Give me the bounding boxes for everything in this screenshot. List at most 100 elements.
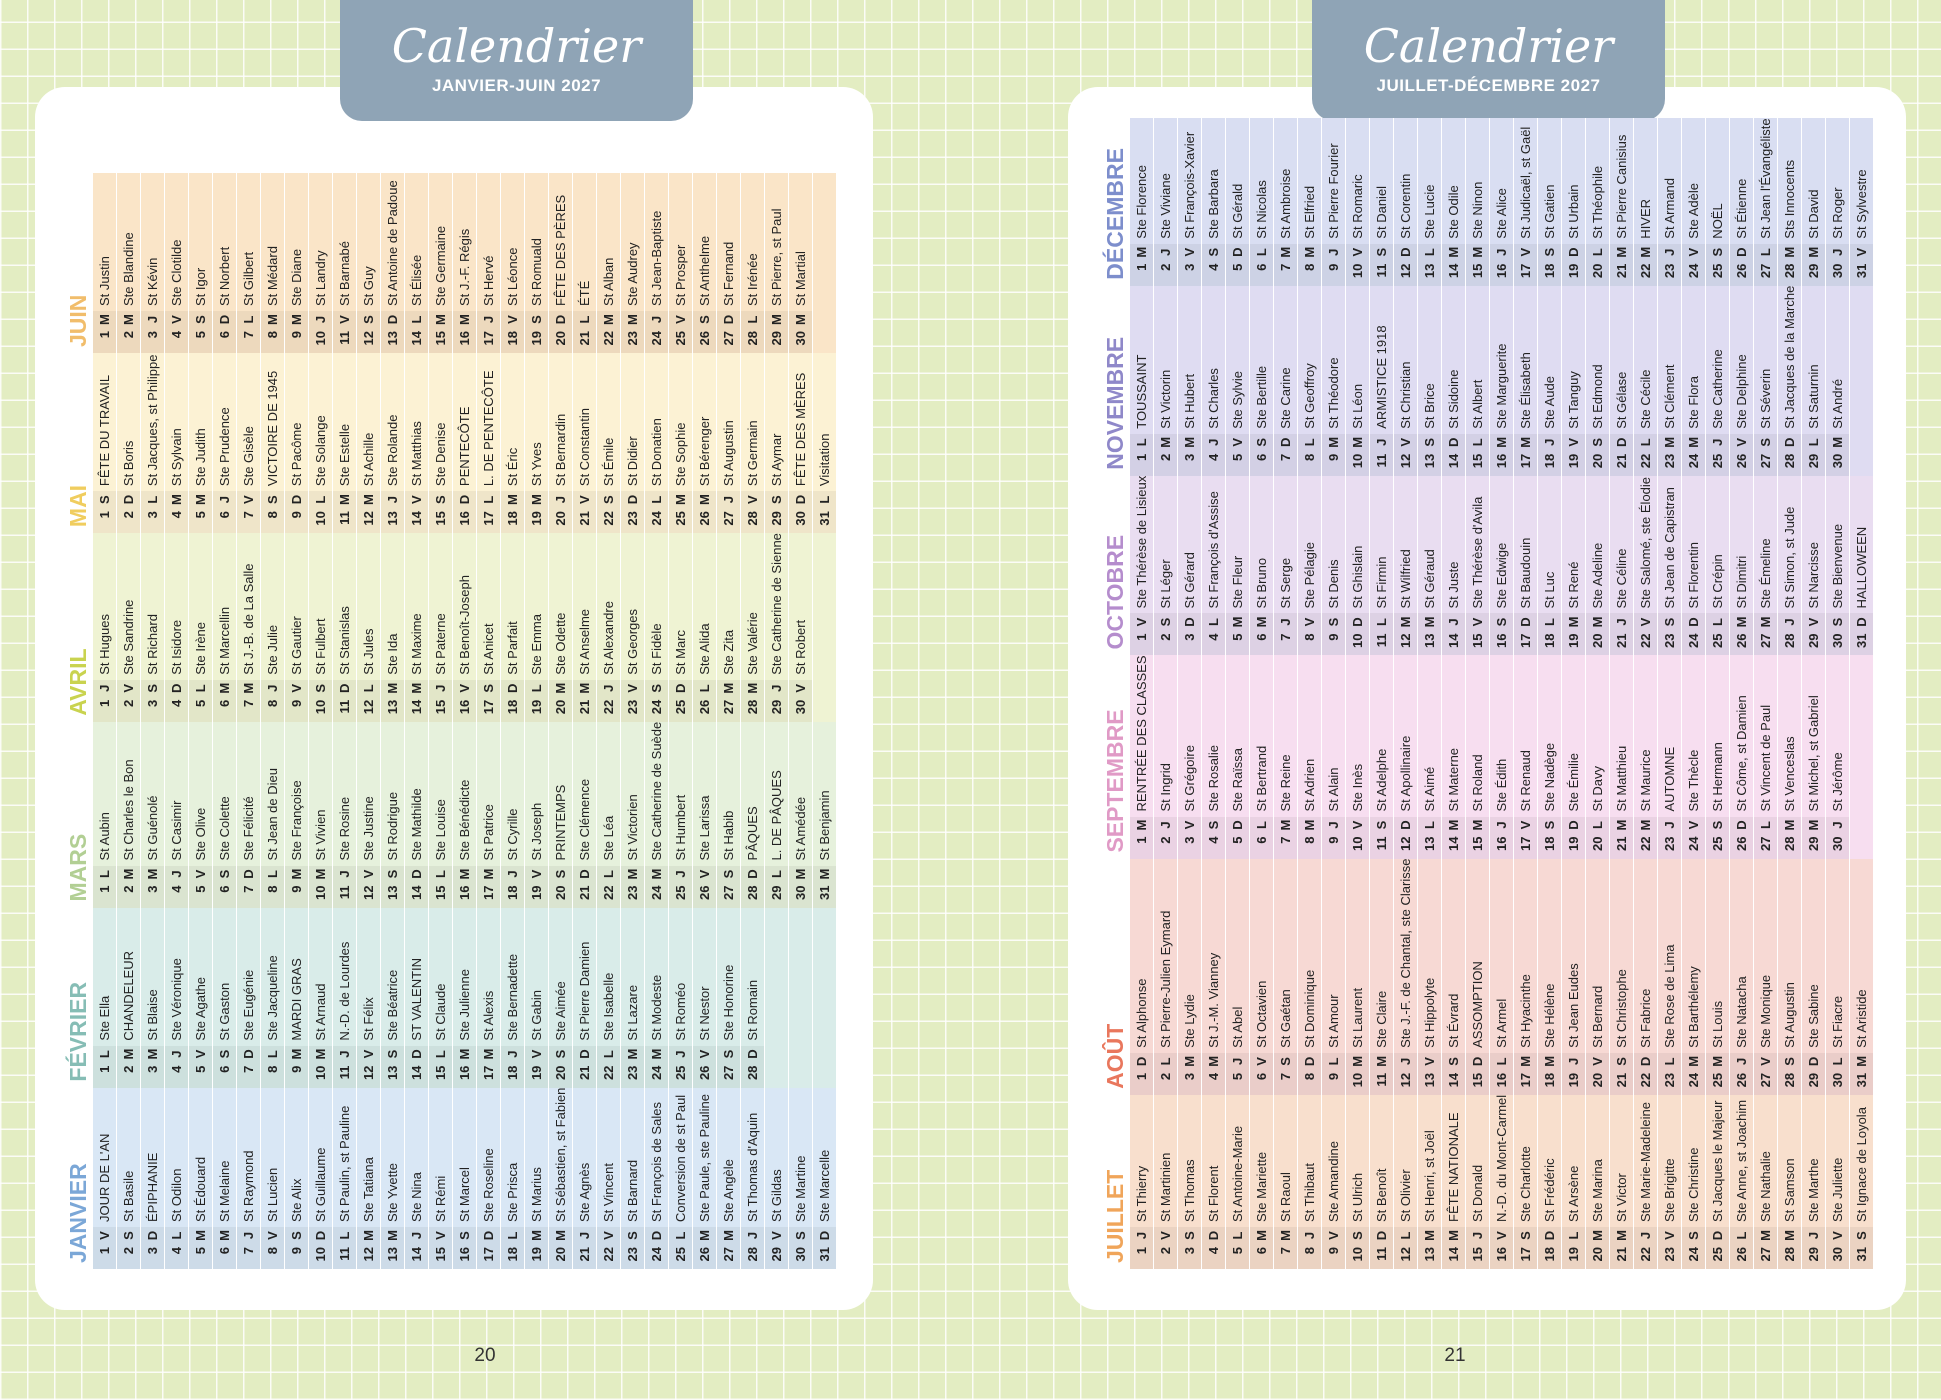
weekday: D bbox=[477, 1227, 500, 1244]
day-row: 9 S St Denis bbox=[1321, 475, 1345, 656]
weekday: L bbox=[1418, 243, 1441, 261]
saint-name: Ste Odile bbox=[1446, 185, 1461, 239]
day-number: 2 bbox=[117, 882, 140, 908]
day-row: 14 J St Juste bbox=[1441, 475, 1465, 656]
saint-name: St Sébastien, st Fabien bbox=[553, 1087, 568, 1222]
saint-name: St Victor bbox=[1614, 1173, 1629, 1222]
saint-name: St Florent bbox=[1206, 1165, 1221, 1222]
weekday: M bbox=[1514, 433, 1537, 451]
day-row: 25 M St Louis bbox=[1705, 858, 1729, 1095]
day-row: 21 D St Pierre Damien bbox=[572, 907, 596, 1088]
saint-name: St Pierre Damien bbox=[577, 941, 592, 1041]
weekday: L bbox=[525, 679, 548, 697]
day-number: 2 bbox=[1154, 630, 1177, 656]
day-row: 21 M St Matthieu bbox=[1609, 655, 1633, 859]
day-number: 26 bbox=[1730, 260, 1753, 286]
saint-name: St Charles bbox=[1206, 368, 1221, 429]
day-row: 20 V St Bernard bbox=[1585, 858, 1609, 1095]
day-number: 10 bbox=[309, 696, 332, 722]
day-number: 8 bbox=[261, 1062, 284, 1088]
weekday: J bbox=[381, 491, 404, 509]
saint-name: Ste Colette bbox=[217, 796, 232, 861]
weekday: D bbox=[621, 491, 644, 509]
day-number: 13 bbox=[381, 696, 404, 722]
weekday: V bbox=[453, 679, 476, 697]
day-row: 1 V JOUR DE L'AN bbox=[92, 1087, 116, 1269]
weekday: S bbox=[1706, 816, 1729, 834]
weekday: D bbox=[141, 1227, 164, 1244]
day-number: 7 bbox=[1274, 260, 1297, 286]
saint-name: St Boris bbox=[121, 440, 136, 487]
day-row: 31 S St Ignace de Loyola bbox=[1849, 1094, 1873, 1269]
saint-name: St Fulbert bbox=[313, 618, 328, 675]
day-row: 6 L St Nicolas bbox=[1249, 118, 1273, 286]
weekday: M bbox=[525, 491, 548, 509]
day-row: 7 J St Serge bbox=[1273, 475, 1297, 656]
saint-name: Ste Louise bbox=[433, 799, 448, 861]
weekday: M bbox=[453, 311, 476, 329]
weekday: M bbox=[1250, 613, 1273, 631]
day-row: 14 D Ste Mathilde bbox=[404, 721, 428, 908]
weekday: M bbox=[1130, 243, 1153, 261]
day-number: 22 bbox=[597, 508, 620, 534]
weekday: M bbox=[1490, 433, 1513, 451]
saint-name: Ste Inès bbox=[1350, 763, 1365, 812]
day-number: 16 bbox=[1490, 833, 1513, 859]
day-number: 4 bbox=[165, 696, 188, 722]
day-row: 19 L St Arsène bbox=[1561, 1094, 1585, 1269]
day-row: 15 M St Roland bbox=[1465, 655, 1489, 859]
day-number: 9 bbox=[285, 328, 308, 354]
day-number: 10 bbox=[1346, 630, 1369, 656]
day-number: 15 bbox=[429, 1062, 452, 1088]
day-number: 12 bbox=[1394, 630, 1417, 656]
weekday: S bbox=[1274, 1052, 1297, 1070]
day-number: 25 bbox=[669, 508, 692, 534]
weekday: M bbox=[1418, 613, 1441, 631]
saint-name: Ste Prisca bbox=[505, 1162, 520, 1222]
saint-name: St Saturnin bbox=[1806, 364, 1821, 429]
saint-name: Ste Mariette bbox=[1254, 1151, 1269, 1222]
day-row: 29 D Ste Sabine bbox=[1801, 858, 1825, 1095]
weekday: M bbox=[1442, 1227, 1465, 1244]
saint-name: St Basile bbox=[121, 1170, 136, 1222]
day-row: 21 M St Anselme bbox=[572, 533, 596, 722]
weekday: S bbox=[765, 491, 788, 509]
saint-name: St Gildas bbox=[769, 1169, 784, 1222]
day-number: 8 bbox=[261, 882, 284, 908]
weekday: S bbox=[693, 311, 716, 329]
weekday: S bbox=[213, 865, 236, 883]
saint-name: Ste Thérèse d'Avila bbox=[1470, 496, 1485, 609]
saint-name: St Vivien bbox=[313, 809, 328, 861]
weekday: M bbox=[525, 1227, 548, 1244]
saint-name: St Landry bbox=[313, 250, 328, 307]
day-number: 5 bbox=[189, 1244, 212, 1269]
day-row: 22 V Ste Salomé, ste Élodie bbox=[1633, 475, 1657, 656]
weekday: M bbox=[213, 679, 236, 697]
day-number: 22 bbox=[1634, 630, 1657, 656]
day-number: 21 bbox=[573, 1244, 596, 1269]
day-row: 28 J St Simon, st Jude bbox=[1777, 475, 1801, 656]
day-number: 19 bbox=[1562, 1244, 1585, 1269]
saint-name: St Théodore bbox=[1326, 357, 1341, 429]
day-number: 29 bbox=[1802, 260, 1825, 286]
day-row: 17 S St Anicet bbox=[476, 533, 500, 722]
day-row: 13 M Ste Ida bbox=[380, 533, 404, 722]
saint-name: St Elfried bbox=[1302, 185, 1317, 239]
saint-name: Ste Yvette bbox=[385, 1162, 400, 1222]
weekday: S bbox=[1418, 433, 1441, 451]
weekday: J bbox=[1394, 1052, 1417, 1070]
day-number: 24 bbox=[1682, 260, 1705, 286]
weekday: M bbox=[1586, 1227, 1609, 1244]
weekday: J bbox=[405, 1227, 428, 1244]
day-row: 23 M St Victorien bbox=[620, 721, 644, 908]
day-row: 23 M St Clément bbox=[1657, 285, 1681, 476]
day-row: 5 D St Gérald bbox=[1225, 118, 1249, 286]
saint-name: St Léonce bbox=[505, 247, 520, 307]
day-number: 16 bbox=[1490, 260, 1513, 286]
weekday: M bbox=[1538, 1052, 1561, 1070]
day-row: 17 S Ste Charlotte bbox=[1513, 1094, 1537, 1269]
day-number: 12 bbox=[357, 328, 380, 354]
weekday: M bbox=[453, 865, 476, 883]
day-row: 18 L Ste Prisca bbox=[500, 1087, 524, 1269]
weekday: D bbox=[813, 1227, 836, 1244]
